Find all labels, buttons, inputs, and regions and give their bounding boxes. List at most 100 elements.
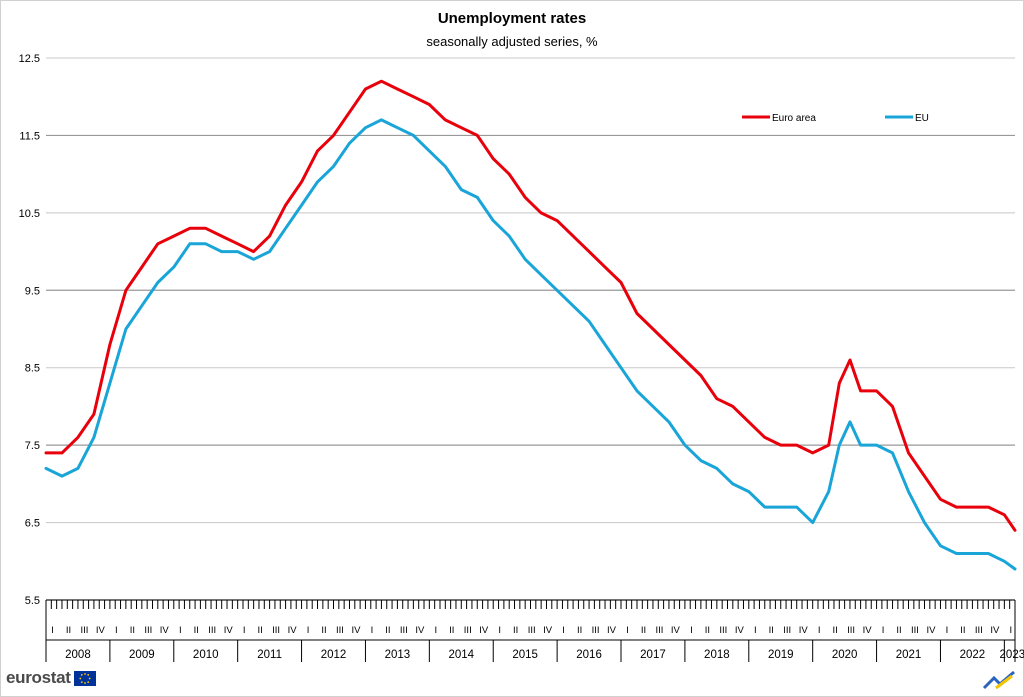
quarter-tick-label: IV	[288, 625, 298, 636]
quarter-tick-label: I	[51, 625, 54, 636]
series-lines	[44, 79, 1017, 571]
y-tick-label: 5.5	[25, 595, 40, 607]
quarter-tick-label: II	[960, 625, 965, 636]
y-tick-label: 7.5	[25, 440, 40, 452]
quarter-tick-label: III	[719, 625, 727, 636]
corner-mark-icon	[982, 670, 1015, 690]
quarter-tick-label: III	[336, 625, 344, 636]
quarter-tick-label: IV	[926, 625, 936, 636]
quarter-tick-label: I	[179, 625, 182, 636]
quarter-tick-label: II	[130, 625, 135, 636]
quarter-tick-label: IV	[607, 625, 617, 636]
y-axis: 12.5 11.5 10.5 9.5 8.5 7.5 6.5 5.5	[19, 53, 40, 607]
quarter-tick-label: II	[641, 625, 646, 636]
quarter-tick-label: III	[528, 625, 536, 636]
year-tick-label: 2011	[257, 649, 282, 661]
quarter-tick-label: IV	[799, 625, 809, 636]
year-tick-label: 2016	[576, 649, 602, 661]
quarter-tick-label: I	[818, 625, 821, 636]
quarter-tick-label: III	[272, 625, 280, 636]
quarter-tick-label: II	[832, 625, 837, 636]
y-tick-label: 6.5	[25, 518, 40, 530]
year-tick-label: 2008	[65, 649, 91, 661]
quarter-tick-label: IV	[863, 625, 873, 636]
quarter-tick-label: II	[577, 625, 582, 636]
quarter-tick-label: II	[321, 625, 326, 636]
quarter-tick-label: III	[911, 625, 919, 636]
y-tick-label: 12.5	[19, 53, 40, 65]
quarter-tick-label: II	[769, 625, 774, 636]
quarter-tick-label: III	[464, 625, 472, 636]
year-tick-label: 2012	[321, 649, 347, 661]
y-tick-label: 11.5	[19, 130, 40, 142]
quarter-tick-label: I	[946, 625, 949, 636]
y-tick-label: 9.5	[25, 285, 40, 297]
year-tick-label: 2015	[512, 649, 538, 661]
year-tick-label: 2013	[385, 649, 411, 661]
quarter-tick-label: IV	[224, 625, 234, 636]
quarter-tick-label: II	[896, 625, 901, 636]
quarter-tick-label: IV	[351, 625, 361, 636]
quarter-tick-label: III	[975, 625, 983, 636]
quarter-tick-label: I	[882, 625, 885, 636]
quarter-tick-label: I	[435, 625, 438, 636]
quarter-tick-label: III	[144, 625, 152, 636]
quarter-tick-label: IV	[479, 625, 489, 636]
quarter-tick-label: III	[783, 625, 791, 636]
quarter-tick-label: I	[690, 625, 693, 636]
legend-label-euro-area: Euro area	[772, 113, 816, 124]
quarter-tick-label: II	[385, 625, 390, 636]
quarter-tick-label: I	[498, 625, 501, 636]
legend: Euro area EU	[742, 113, 929, 124]
quarter-tick-label: IV	[735, 625, 745, 636]
quarter-tick-label: III	[400, 625, 408, 636]
quarter-tick-label: III	[655, 625, 663, 636]
quarter-tick-label: II	[705, 625, 710, 636]
year-tick-label: 2010	[193, 649, 219, 661]
quarter-tick-label: IV	[990, 625, 1000, 636]
y-tick-label: 10.5	[19, 208, 40, 220]
logo-text: eurostat	[6, 668, 71, 687]
year-tick-label: 2023	[1000, 649, 1024, 661]
quarter-tick-label: III	[847, 625, 855, 636]
chart-subtitle: seasonally adjusted series, %	[426, 34, 598, 49]
year-tick-label: 2019	[768, 649, 794, 661]
year-tick-label: 2014	[448, 649, 474, 661]
chart-title: Unemployment rates	[437, 10, 587, 27]
quarter-tick-label: I	[1010, 625, 1013, 636]
quarter-tick-label: I	[371, 625, 374, 636]
quarter-tick-label: IV	[96, 625, 106, 636]
quarter-tick-label: II	[194, 625, 199, 636]
quarter-tick-label: III	[592, 625, 600, 636]
eurostat-logo: eurostat	[6, 668, 96, 688]
quarter-tick-label: I	[562, 625, 565, 636]
quarter-tick-label: I	[115, 625, 118, 636]
year-tick-label: 2018	[704, 649, 730, 661]
year-tick-label: 2009	[129, 649, 155, 661]
quarter-tick-label: IV	[543, 625, 553, 636]
eu-flag-icon	[73, 670, 96, 686]
year-tick-label: 2020	[832, 649, 858, 661]
year-tick-label: 2022	[960, 649, 986, 661]
year-tick-label: 2021	[896, 649, 922, 661]
quarter-tick-label: I	[754, 625, 757, 636]
quarter-tick-label: II	[449, 625, 454, 636]
quarter-tick-label: IV	[160, 625, 170, 636]
quarter-tick-label: II	[66, 625, 71, 636]
quarter-tick-label: I	[626, 625, 629, 636]
y-tick-label: 8.5	[25, 363, 40, 375]
quarter-tick-label: IV	[415, 625, 425, 636]
quarter-tick-label: III	[208, 625, 216, 636]
quarter-tick-label: III	[80, 625, 88, 636]
legend-label-eu: EU	[915, 113, 929, 124]
eu-line	[44, 118, 1017, 571]
quarter-tick-label: I	[243, 625, 246, 636]
quarter-tick-label: IV	[671, 625, 681, 636]
euro-area-line	[44, 79, 1017, 532]
quarter-tick-label: I	[307, 625, 310, 636]
gridlines	[46, 57, 1015, 601]
quarter-tick-label: II	[513, 625, 518, 636]
quarter-tick-label: II	[257, 625, 262, 636]
